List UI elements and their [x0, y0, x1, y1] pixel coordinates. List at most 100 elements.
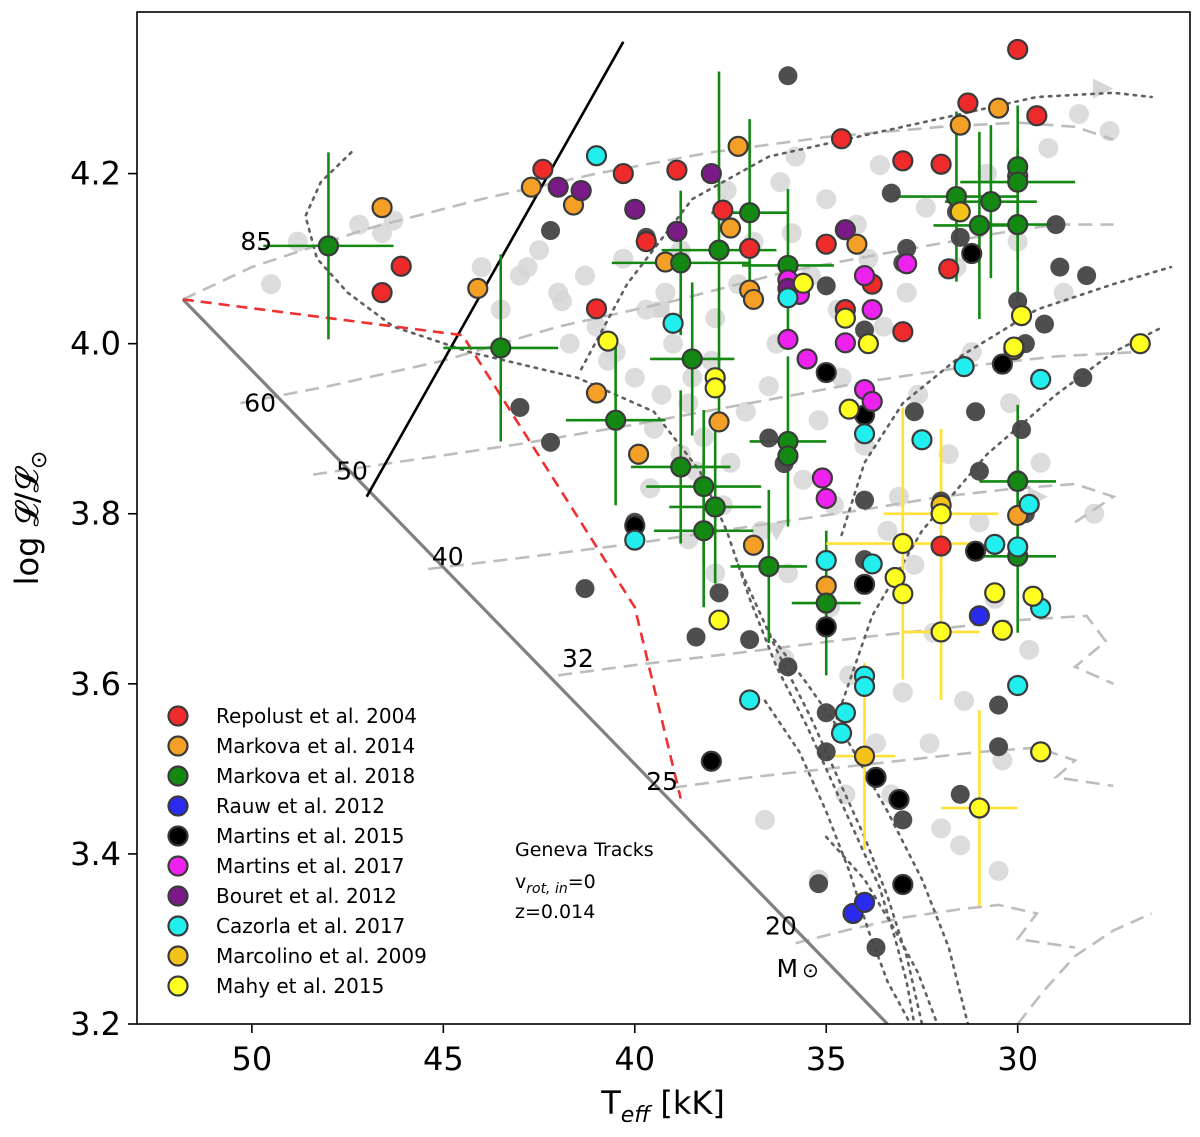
- data-point: [1030, 741, 1052, 763]
- legend-entry: Rauw et al. 2012: [167, 794, 385, 818]
- x-tick-label: 45: [423, 1040, 464, 1078]
- data-point: [834, 307, 856, 329]
- data-point: [317, 235, 340, 257]
- data-point: [949, 201, 971, 223]
- background-point: [1084, 503, 1105, 524]
- dark-gray-point: [1034, 314, 1054, 334]
- data-point: [1026, 105, 1048, 127]
- background-point: [1019, 639, 1040, 660]
- data-point: [961, 242, 983, 265]
- legend-entry: Mahy et al. 2015: [167, 974, 384, 998]
- x-tick-label: 40: [614, 1040, 655, 1078]
- dark-gray-point: [510, 397, 530, 417]
- background-point: [517, 257, 538, 278]
- info-box: Geneva Tracks vrot, in=0 z=0.014: [515, 839, 654, 923]
- dark-gray-point: [897, 238, 917, 258]
- data-point: [911, 429, 933, 451]
- background-point: [1068, 104, 1089, 125]
- data-point: [991, 353, 1013, 375]
- background-point: [969, 512, 990, 533]
- info-metallicity: z=0.014: [515, 901, 595, 923]
- data-point: [838, 398, 860, 420]
- data-point: [853, 265, 876, 287]
- background-point: [643, 418, 664, 439]
- data-point: [585, 298, 608, 320]
- background-point: [1053, 282, 1074, 303]
- data-point: [635, 231, 657, 253]
- data-point: [628, 443, 650, 465]
- background-point: [655, 282, 676, 303]
- background-point: [1000, 393, 1021, 414]
- data-point: [585, 145, 608, 167]
- dark-gray-point: [989, 695, 1009, 715]
- data-point: [861, 553, 883, 575]
- data-point: [727, 135, 749, 157]
- data-point: [532, 158, 554, 180]
- data-point: [930, 503, 952, 525]
- data-point: [892, 321, 914, 343]
- legend-marker: [167, 795, 189, 817]
- data-point: [980, 191, 1002, 213]
- dark-gray-point: [575, 579, 595, 599]
- data-point: [953, 356, 975, 378]
- dark-gray-point: [686, 627, 706, 647]
- legend-entry: Martins et al. 2017: [167, 854, 405, 878]
- legend-marker: [167, 855, 189, 877]
- data-point: [834, 702, 856, 724]
- evolutionary-track: [1016, 912, 1153, 1024]
- data-point: [704, 496, 726, 518]
- background-point: [873, 316, 894, 337]
- data-point: [853, 573, 876, 595]
- legend-entry: Martins et al. 2015: [167, 824, 405, 848]
- mass-label: 60: [244, 389, 276, 418]
- dark-gray-point: [778, 657, 798, 677]
- data-point: [830, 722, 853, 744]
- background-point: [758, 376, 779, 397]
- data-point: [777, 287, 799, 309]
- dark-gray-point: [759, 428, 779, 448]
- isochrone-track: [736, 563, 924, 1024]
- data-point: [467, 277, 489, 299]
- background-point: [1030, 452, 1051, 473]
- data-point: [846, 233, 868, 255]
- dark-gray-point: [904, 402, 924, 422]
- data-point: [612, 162, 634, 185]
- data-point: [739, 237, 761, 260]
- data-point: [815, 361, 837, 384]
- background-point: [529, 240, 550, 261]
- data-point: [777, 328, 799, 351]
- legend-label: Marcolino et al. 2009: [216, 944, 427, 968]
- dark-gray-point: [1077, 266, 1097, 286]
- data-point: [624, 529, 646, 551]
- background-point: [735, 401, 756, 422]
- mass-label: 50: [336, 457, 368, 486]
- data-point: [957, 92, 979, 114]
- data-point: [968, 797, 991, 819]
- dark-gray-point: [541, 221, 561, 241]
- data-point: [490, 337, 512, 359]
- data-point: [708, 239, 730, 261]
- background-point: [915, 197, 936, 218]
- background-marker: [1092, 78, 1113, 99]
- background-point: [372, 223, 393, 244]
- background-point: [552, 291, 573, 312]
- data-point: [815, 549, 837, 572]
- data-point: [853, 675, 876, 697]
- isochrone-track: [832, 325, 1165, 728]
- data-point: [758, 555, 780, 578]
- data-points-layer: [317, 38, 1151, 957]
- background-point: [471, 257, 492, 278]
- legend-marker: [167, 885, 189, 907]
- data-point: [1007, 38, 1029, 61]
- data-point: [984, 533, 1006, 555]
- data-point: [585, 382, 608, 404]
- data-point: [739, 689, 761, 711]
- data-point: [670, 252, 692, 274]
- zams-line: [181, 298, 889, 1024]
- data-point: [930, 153, 952, 175]
- x-tick-label: 50: [232, 1040, 273, 1078]
- y-tick-label: 3.6: [70, 665, 121, 703]
- data-point: [681, 348, 703, 370]
- data-point: [834, 219, 856, 241]
- mass-label: M ⊙: [776, 954, 818, 983]
